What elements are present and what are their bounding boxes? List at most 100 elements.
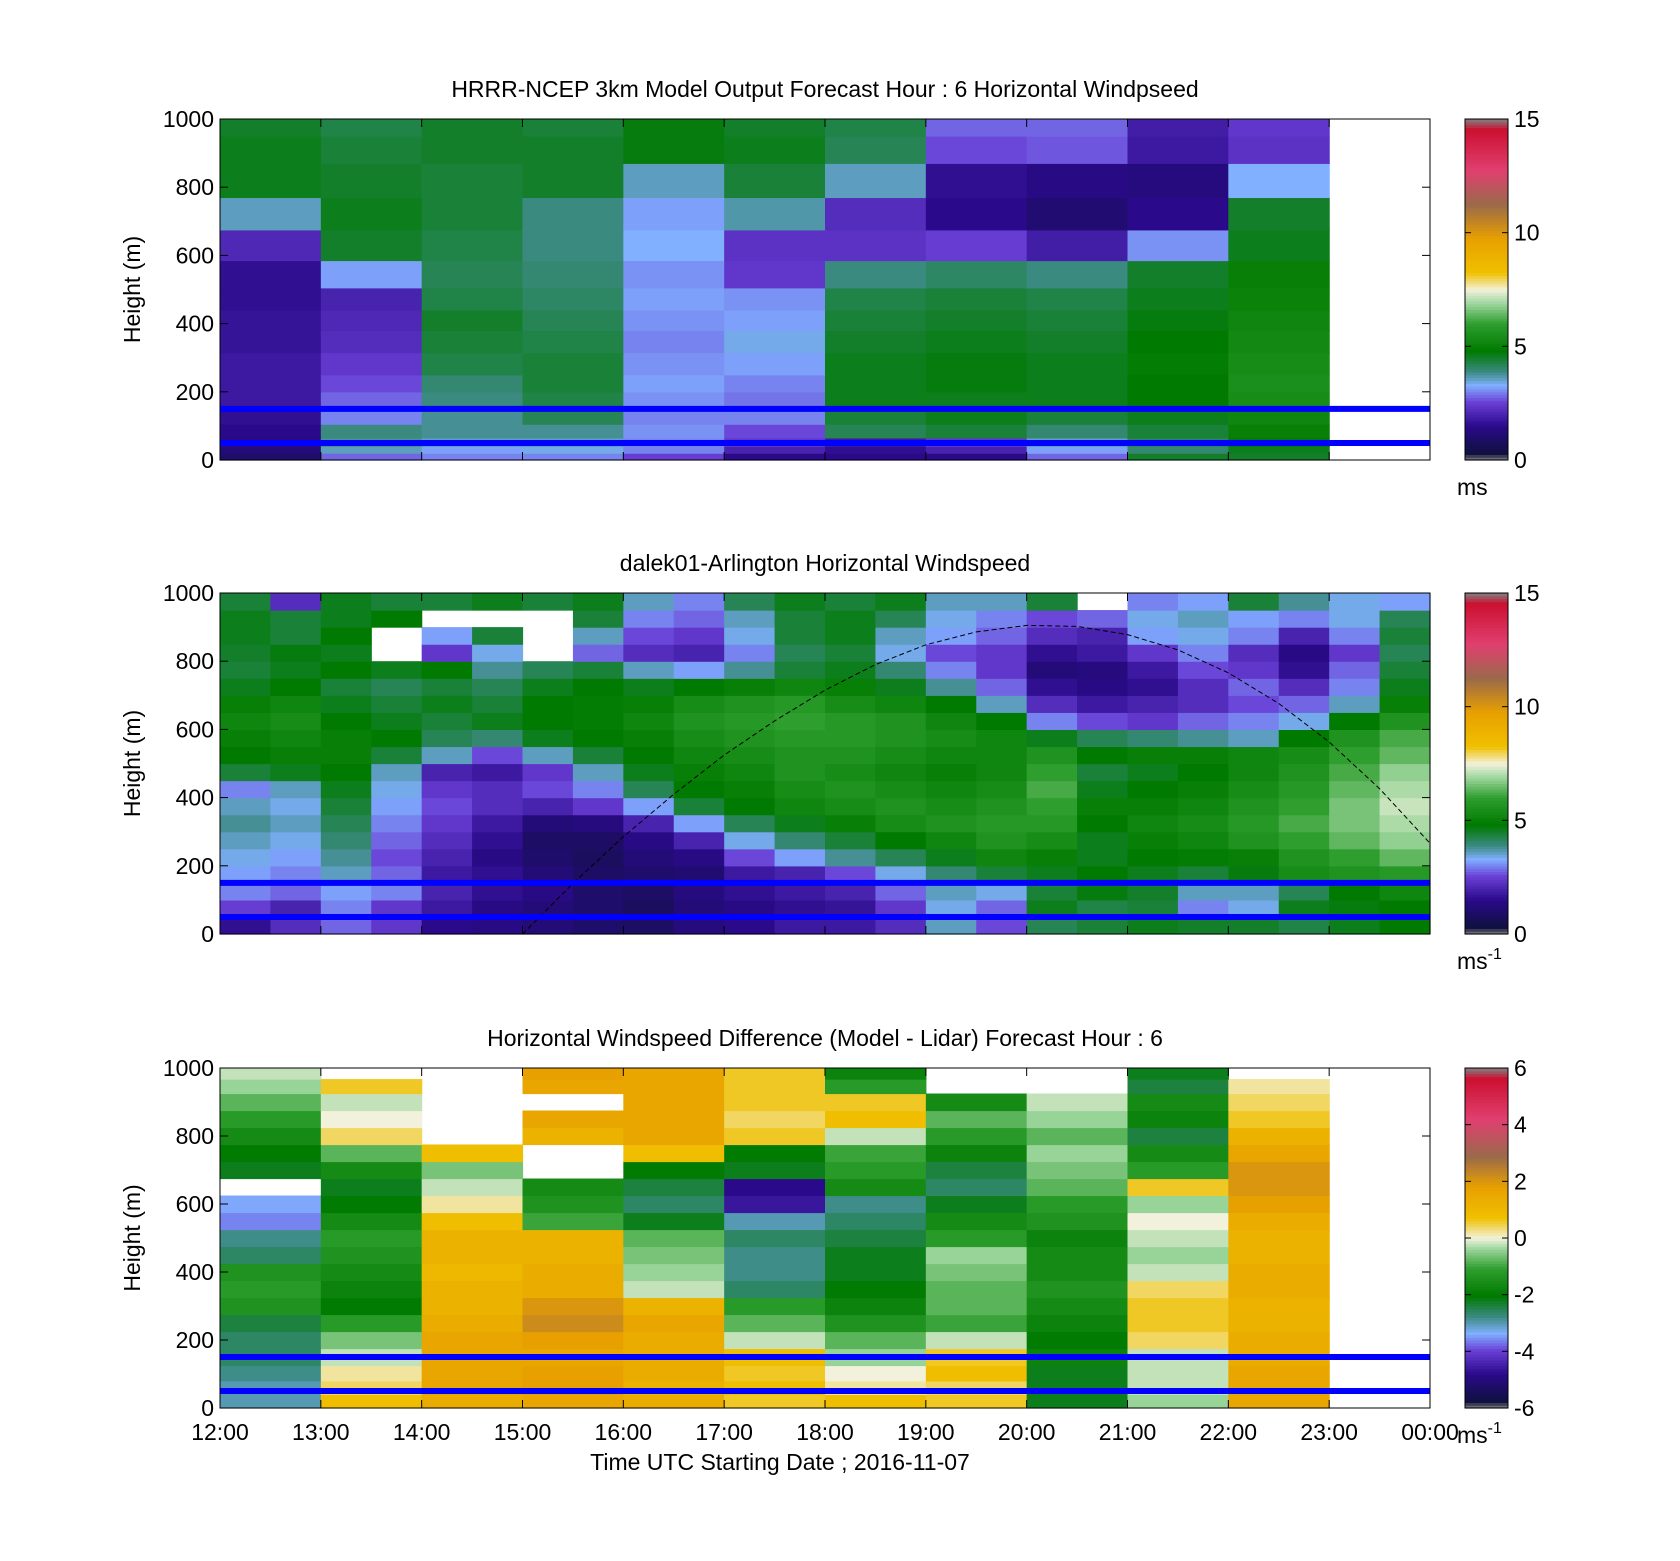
heatmap-cell [1329, 763, 1381, 782]
colorbar-segment [1465, 1212, 1508, 1216]
heatmap-cell [1228, 1110, 1330, 1129]
colorbar-segment [1465, 442, 1508, 447]
heatmap-cell [1329, 899, 1381, 918]
heatmap-cell [220, 391, 322, 408]
panel-difference: Horizontal Windspeed Difference (Model -… [119, 1025, 1535, 1448]
colorbar-segment [1465, 195, 1508, 200]
heatmap-cell [875, 627, 927, 645]
heatmap-cell [1228, 661, 1280, 679]
colorbar-segment [1465, 1150, 1508, 1154]
heatmap-cell [220, 865, 272, 884]
heatmap-cell [673, 882, 725, 901]
heatmap-cell [421, 797, 473, 816]
heatmap-cell [371, 661, 423, 679]
heatmap-cell [1127, 1297, 1229, 1316]
heatmap-cell [623, 330, 725, 354]
colorbar-segment [1465, 763, 1508, 767]
heatmap-cell [572, 712, 624, 730]
heatmap-cell [724, 627, 776, 645]
colorbar-segment [1465, 607, 1508, 611]
heatmap-cell [724, 678, 776, 696]
heatmap-cell [1278, 831, 1330, 850]
colorbar-segment [1465, 309, 1508, 313]
heatmap-cell [1278, 848, 1330, 867]
colorbar-segment [1465, 1161, 1508, 1165]
heatmap-cell [270, 797, 322, 816]
colorbar-segment [1465, 888, 1508, 892]
heatmap-cell [1077, 797, 1129, 816]
colorbar-segment [1465, 675, 1508, 679]
colorbar-segment [1465, 306, 1508, 310]
colorbar-tick-label: 10 [1514, 220, 1540, 246]
heatmap-cell [1228, 1297, 1330, 1316]
heatmap-cell [1177, 610, 1229, 628]
y-tick-label: 200 [176, 1327, 214, 1353]
heatmap-cell [421, 763, 473, 782]
heatmap-cell [1026, 424, 1129, 439]
heatmap-cell [220, 1144, 322, 1163]
heatmap-cell [925, 260, 1028, 289]
heatmap-cell [421, 1263, 524, 1282]
heatmap-cell [1127, 763, 1179, 782]
colorbar-segment [1465, 1107, 1508, 1112]
colorbar-segment [1465, 712, 1508, 716]
colorbar-segment [1465, 615, 1508, 620]
colorbar-segment [1465, 766, 1508, 770]
heatmap-cell [320, 1195, 423, 1214]
heatmap-cell [472, 916, 524, 935]
heatmap-cell [1127, 163, 1229, 199]
heatmap-cell [1077, 610, 1129, 628]
y-tick-label: 800 [176, 174, 214, 200]
heatmap-cell [220, 831, 272, 850]
heatmap-cell [925, 627, 977, 645]
heatmap-cell [623, 163, 725, 199]
heatmap-cell [220, 197, 322, 231]
colorbar-segment [1465, 885, 1508, 890]
heatmap-cell [1127, 1331, 1229, 1350]
heatmap-cell [623, 1110, 725, 1129]
heatmap-cell [623, 797, 675, 816]
colorbar-segment [1465, 658, 1508, 662]
heatmap-cell [320, 1331, 423, 1350]
heatmap-cell [825, 1212, 927, 1231]
heatmap-cell [320, 780, 372, 799]
colorbar-segment [1465, 729, 1508, 733]
heatmap-cell [522, 163, 624, 199]
colorbar-segment [1465, 834, 1508, 838]
heatmap-cell [1329, 882, 1381, 901]
colorbar-segment [1465, 1289, 1508, 1293]
colorbar-segment [1465, 1158, 1508, 1163]
heatmap-cell [1379, 746, 1431, 765]
heatmap-cell [724, 1365, 826, 1382]
heatmap-cell [320, 593, 372, 611]
heatmap-cell [1177, 746, 1229, 765]
heatmap-cell [522, 453, 624, 461]
heatmap-cell [623, 1297, 725, 1316]
heatmap-cell [825, 593, 877, 611]
heatmap-cell [623, 661, 675, 679]
heatmap-cell [976, 899, 1028, 918]
colorbar-segment [1465, 1399, 1508, 1403]
colorbar-tick-label: 0 [1514, 1225, 1527, 1251]
heatmap-cell [220, 1314, 322, 1333]
heatmap-cell [1026, 1093, 1129, 1112]
heatmap-cell [320, 1212, 423, 1231]
heatmap-cell [522, 287, 624, 311]
heatmap-cell [220, 746, 272, 765]
colorbar-segment [1465, 380, 1508, 384]
heatmap-cell [421, 424, 524, 439]
heatmap-cell [724, 695, 776, 713]
y-tick-label: 400 [176, 785, 214, 811]
colorbar-segment [1465, 715, 1508, 719]
colorbar-segment [1465, 1068, 1508, 1072]
heatmap-cell [925, 197, 1028, 231]
heatmap-cell [421, 163, 524, 199]
heatmap-cell [1127, 309, 1229, 332]
heatmap-cell [421, 916, 473, 935]
heatmap-cell [572, 831, 624, 850]
heatmap-cell [623, 593, 675, 611]
heatmap-cell [976, 610, 1028, 628]
heatmap-cell [925, 661, 977, 679]
heatmap-cell [825, 287, 927, 311]
heatmap-cell [724, 1178, 826, 1197]
